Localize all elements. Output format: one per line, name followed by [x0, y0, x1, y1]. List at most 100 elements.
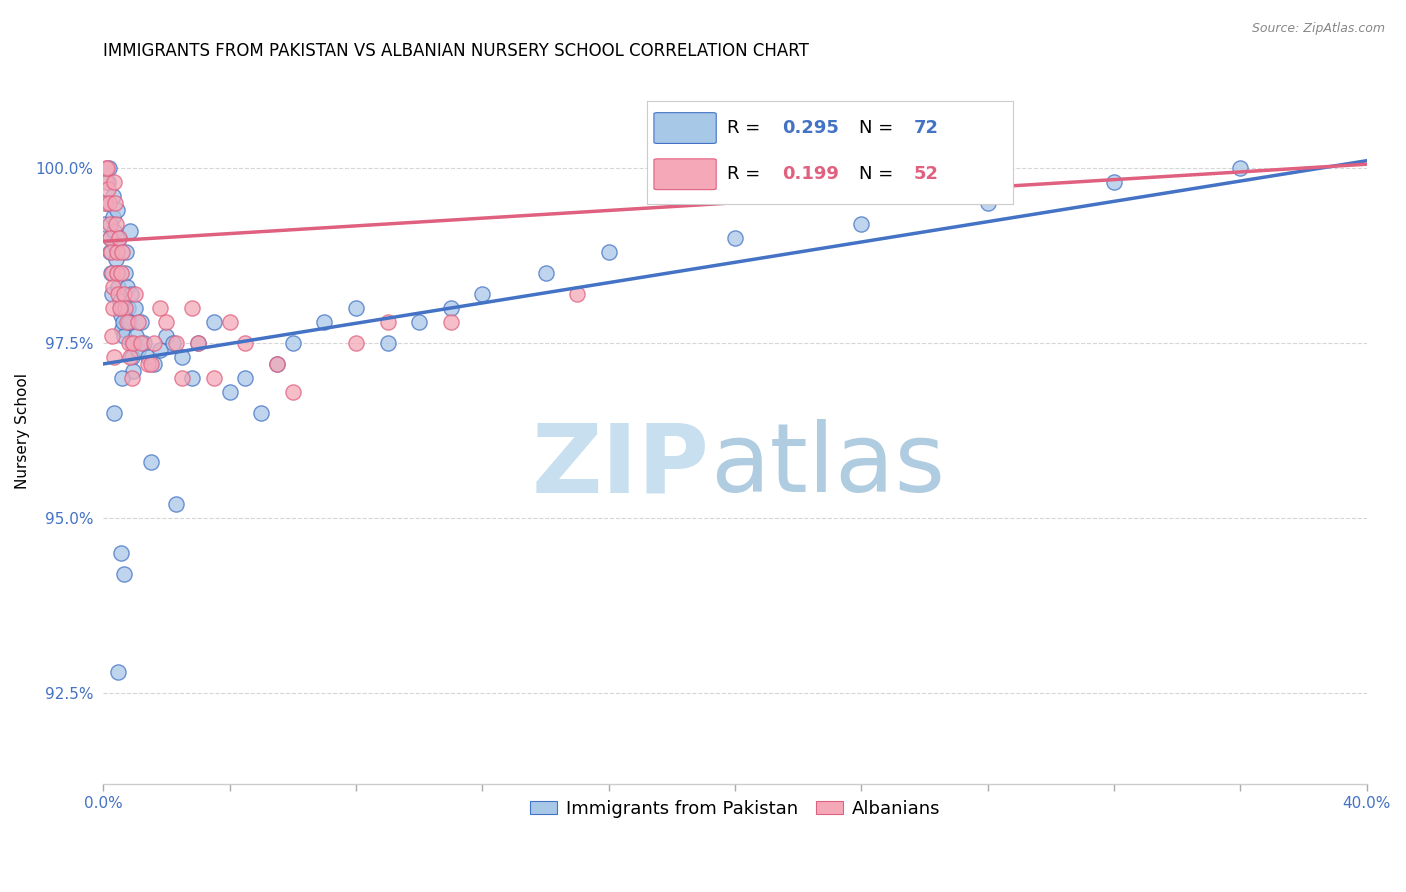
Point	[101, 266, 124, 280]
Point	[235, 371, 257, 385]
Point	[97, 195, 120, 210]
Point	[129, 315, 152, 329]
Point	[127, 343, 149, 357]
Point	[103, 210, 125, 224]
Point	[344, 301, 367, 315]
Point	[440, 301, 463, 315]
Text: atlas: atlas	[710, 419, 945, 512]
Legend: Immigrants from Pakistan, Albanians: Immigrants from Pakistan, Albanians	[523, 792, 948, 825]
Point	[94, 175, 117, 189]
Point	[111, 315, 134, 329]
Point	[142, 335, 165, 350]
Point	[115, 280, 138, 294]
Point	[98, 217, 121, 231]
Point	[98, 244, 121, 259]
Point	[96, 161, 118, 175]
Point	[155, 315, 177, 329]
Point	[440, 315, 463, 329]
Point	[120, 286, 142, 301]
Point	[202, 315, 225, 329]
Point	[108, 301, 131, 315]
Point	[98, 231, 121, 245]
Point	[218, 315, 240, 329]
Point	[149, 301, 172, 315]
Point	[101, 286, 124, 301]
Point	[125, 329, 148, 343]
Point	[266, 357, 288, 371]
Point	[155, 329, 177, 343]
Point	[408, 315, 430, 329]
Point	[105, 244, 128, 259]
Point	[110, 322, 132, 336]
Point	[110, 546, 132, 560]
Point	[103, 224, 125, 238]
Point	[104, 195, 127, 210]
Point	[977, 195, 1000, 210]
Text: IMMIGRANTS FROM PAKISTAN VS ALBANIAN NURSERY SCHOOL CORRELATION CHART: IMMIGRANTS FROM PAKISTAN VS ALBANIAN NUR…	[103, 42, 808, 60]
Point	[108, 231, 131, 245]
Point	[139, 455, 162, 469]
Point	[344, 335, 367, 350]
Point	[94, 217, 117, 231]
Point	[120, 350, 142, 364]
Point	[314, 315, 336, 329]
Point	[108, 293, 131, 308]
Point	[724, 231, 747, 245]
Point	[180, 371, 202, 385]
Point	[110, 266, 132, 280]
Point	[111, 244, 134, 259]
Point	[103, 406, 125, 420]
Point	[598, 244, 620, 259]
Point	[98, 231, 121, 245]
Point	[110, 308, 132, 322]
Point	[97, 161, 120, 175]
Point	[377, 315, 399, 329]
Point	[107, 202, 129, 217]
Point	[112, 329, 135, 343]
Point	[162, 335, 184, 350]
Point	[114, 266, 136, 280]
Point	[281, 335, 304, 350]
Point	[114, 301, 136, 315]
Point	[100, 266, 122, 280]
Point	[851, 217, 873, 231]
Point	[139, 357, 162, 371]
Point	[124, 301, 146, 315]
Point	[1102, 175, 1125, 189]
Point	[266, 357, 288, 371]
Point	[104, 252, 127, 266]
Point	[121, 335, 143, 350]
Point	[101, 280, 124, 294]
Point	[104, 217, 127, 231]
Point	[281, 384, 304, 399]
Point	[115, 315, 138, 329]
Point	[101, 329, 124, 343]
Point	[103, 350, 125, 364]
Point	[121, 350, 143, 364]
Point	[101, 188, 124, 202]
Point	[94, 195, 117, 210]
Point	[96, 161, 118, 175]
Point	[96, 195, 118, 210]
Point	[129, 335, 152, 350]
Point	[103, 301, 125, 315]
Point	[104, 237, 127, 252]
Point	[111, 371, 134, 385]
Point	[105, 266, 128, 280]
Point	[124, 286, 146, 301]
Point	[136, 350, 159, 364]
Point	[122, 364, 145, 378]
Point	[107, 286, 129, 301]
Text: ZIP: ZIP	[531, 419, 710, 512]
Point	[107, 266, 129, 280]
Point	[172, 371, 194, 385]
Text: Source: ZipAtlas.com: Source: ZipAtlas.com	[1251, 22, 1385, 36]
Point	[165, 497, 187, 511]
Point	[122, 335, 145, 350]
Point	[180, 301, 202, 315]
Point	[250, 406, 273, 420]
Point	[121, 371, 143, 385]
Point	[202, 371, 225, 385]
Point	[149, 343, 172, 357]
Point	[97, 175, 120, 189]
